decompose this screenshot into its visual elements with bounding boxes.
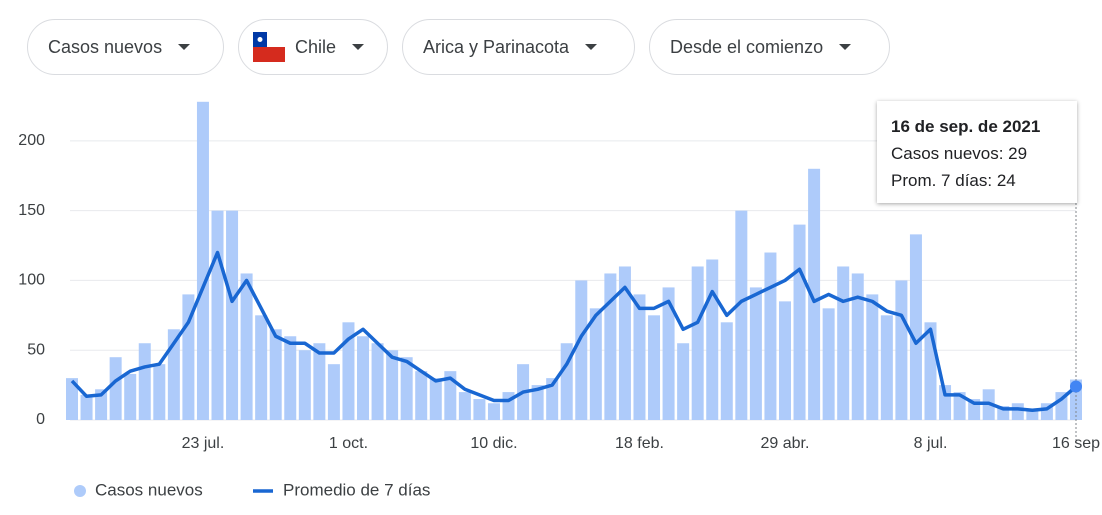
- line: [70, 250, 1078, 412]
- bar: [240, 273, 253, 420]
- x-tick-label: 10 dic.: [470, 435, 517, 452]
- tooltip-line: Prom. 7 días: 24: [891, 171, 1016, 190]
- y-tick-label: 200: [18, 132, 45, 149]
- caret: [839, 44, 852, 50]
- caret: [178, 44, 191, 50]
- hover-point: [1070, 380, 1082, 393]
- dropdown-label: Chile: [295, 36, 337, 57]
- bar: [1026, 408, 1039, 420]
- bar: [720, 322, 733, 420]
- bar: [837, 266, 850, 420]
- bar: [138, 343, 151, 420]
- dropdown-label: Arica y Parinacota: [423, 36, 570, 57]
- bar: [284, 336, 297, 420]
- bar: [109, 357, 122, 420]
- bar: [662, 287, 675, 420]
- bar: [895, 280, 908, 420]
- y-tick-label: 0: [36, 411, 45, 428]
- legend-label: Promedio de 7 días: [283, 480, 430, 499]
- bar: [415, 371, 428, 420]
- bar: [589, 308, 602, 420]
- bar: [575, 280, 588, 420]
- dropdown-label: Casos nuevos: [48, 36, 163, 57]
- bar: [648, 315, 661, 420]
- bar: [909, 234, 922, 420]
- x-tick-label: 16 sep: [1052, 435, 1100, 452]
- bar: [342, 322, 355, 420]
- bar: [400, 357, 413, 420]
- x-tick-label: 8 jul.: [914, 435, 948, 452]
- bar: [1011, 403, 1024, 420]
- legend-swatch: [74, 485, 86, 497]
- bar: [371, 343, 384, 420]
- bar: [793, 224, 806, 420]
- y-tick-label: 100: [18, 272, 45, 289]
- bar: [298, 350, 311, 420]
- x-tick-label: 23 jul.: [182, 435, 225, 452]
- x-tick-label: 18 feb.: [615, 435, 664, 452]
- caret: [352, 44, 365, 50]
- bar: [560, 343, 573, 420]
- bar: [749, 287, 762, 420]
- bar: [808, 168, 821, 420]
- bar: [458, 392, 471, 420]
- bar: [546, 378, 559, 420]
- bar: [327, 364, 340, 420]
- bar: [531, 385, 544, 420]
- bar: [153, 364, 166, 420]
- country-dropdown[interactable]: Chile: [238, 19, 388, 75]
- y-tick-label: 150: [18, 202, 45, 219]
- region-dropdown[interactable]: Arica y Parinacota: [402, 19, 635, 75]
- bar: [778, 301, 791, 420]
- bar: [880, 315, 893, 420]
- bar: [124, 373, 137, 420]
- bar: [618, 266, 631, 420]
- bar: [167, 329, 180, 420]
- bar: [80, 394, 93, 420]
- bar: [357, 336, 370, 420]
- metric-dropdown[interactable]: Casos nuevos: [27, 19, 224, 75]
- bar: [429, 378, 442, 420]
- range-dropdown[interactable]: Desde el comienzo: [649, 19, 890, 75]
- bar: [444, 371, 457, 420]
- dropdown-label: Desde el comienzo: [670, 36, 824, 57]
- bar: [211, 210, 224, 420]
- bar: [386, 350, 399, 420]
- bar: [487, 403, 500, 420]
- tooltip-line: Casos nuevos: 29: [891, 144, 1028, 163]
- bar: [691, 266, 704, 420]
- bar: [633, 294, 646, 420]
- caret: [585, 44, 598, 50]
- x-tick-label: 1 oct.: [329, 435, 368, 452]
- bar: [473, 399, 486, 420]
- bar: [255, 315, 268, 420]
- tooltip-title: 16 de sep. de 2021: [891, 117, 1041, 136]
- bar: [735, 210, 748, 420]
- bar: [604, 273, 617, 420]
- bar: [95, 389, 108, 420]
- bar: [706, 259, 719, 420]
- tooltip: 16 de sep. de 2021 Casos nuevos: 29 Prom…: [877, 101, 1077, 203]
- bar: [313, 343, 326, 420]
- bar: [866, 294, 879, 420]
- legend-label: Casos nuevos: [95, 480, 203, 499]
- bar: [66, 378, 78, 420]
- x-tick-label: 29 abr.: [761, 435, 810, 452]
- bar: [851, 273, 864, 420]
- bar: [764, 252, 777, 420]
- flag: [253, 32, 285, 62]
- bar: [822, 308, 835, 420]
- bar: [677, 343, 690, 420]
- bar: [953, 392, 966, 420]
- bar: [226, 210, 239, 420]
- y-tick-label: 50: [27, 341, 45, 358]
- bar: [196, 101, 209, 420]
- bar: [269, 329, 282, 420]
